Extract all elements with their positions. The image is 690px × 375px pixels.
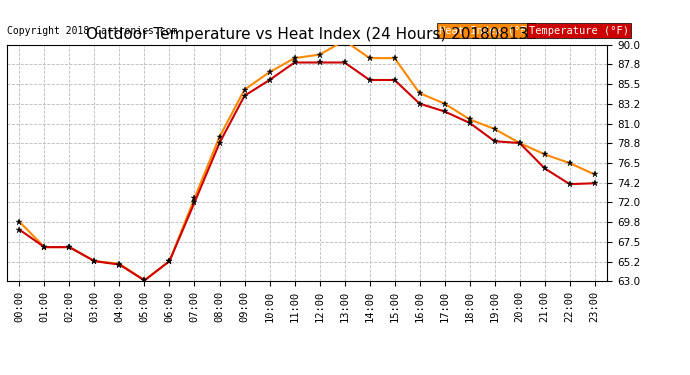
Text: Heat Index (°F): Heat Index (°F)	[439, 26, 533, 36]
Title: Outdoor Temperature vs Heat Index (24 Hours) 20180813: Outdoor Temperature vs Heat Index (24 Ho…	[86, 27, 529, 42]
Text: Copyright 2018 Cartronics.com: Copyright 2018 Cartronics.com	[7, 26, 177, 36]
Text: Temperature (°F): Temperature (°F)	[529, 26, 629, 36]
